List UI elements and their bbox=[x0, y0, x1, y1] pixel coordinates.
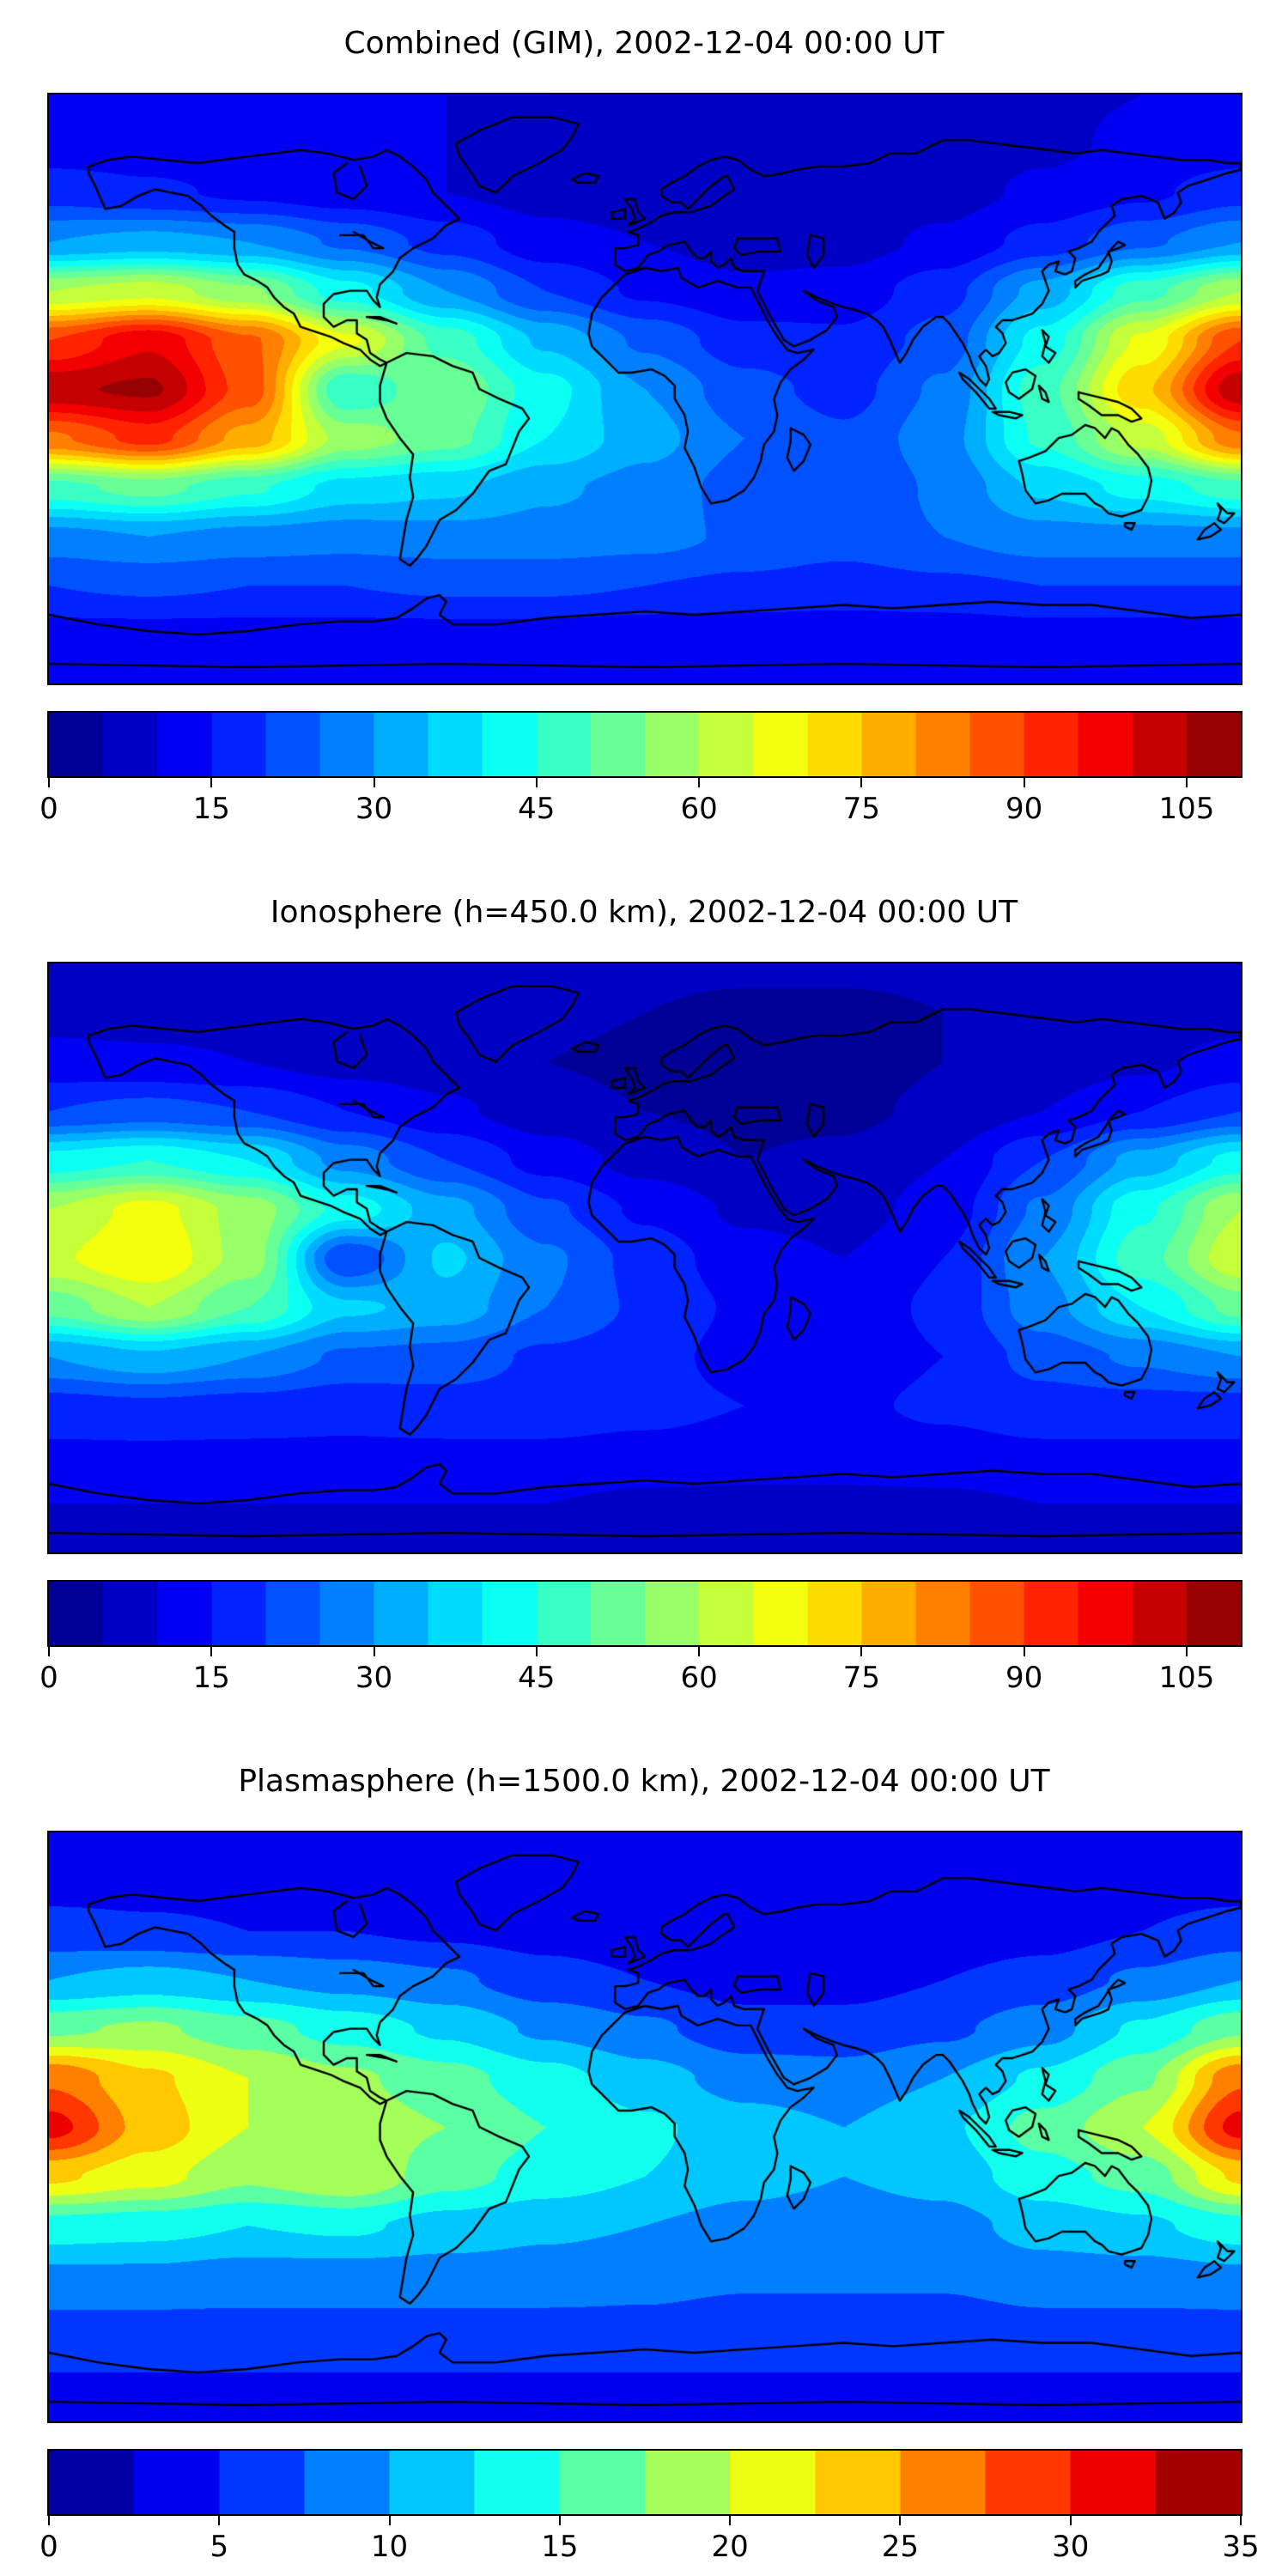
colorbar-tick-label: 30 bbox=[1052, 2530, 1090, 2564]
colorbar-tickmark bbox=[48, 778, 50, 787]
colorbar-tick-label: 60 bbox=[680, 1661, 718, 1695]
colorbar-tickmark bbox=[48, 2516, 50, 2525]
panel-plasmasphere: Plasmasphere (h=1500.0 km), 2002-12-04 0… bbox=[0, 1762, 1288, 2576]
colorbar-tickmark bbox=[1069, 2516, 1072, 2525]
colorbar-tickmark bbox=[698, 778, 701, 787]
colorbar-tick-label: 105 bbox=[1158, 1661, 1215, 1695]
map-canvas-combined bbox=[49, 94, 1241, 683]
colorbar-tick-label: 10 bbox=[370, 2530, 409, 2564]
panel-combined: Combined (GIM), 2002-12-04 00:00 UT 0 15 3… bbox=[0, 24, 1288, 848]
colorbar-ticklabels-plasmasphere: 0 5 10 15 20 25 30 35 bbox=[39, 2530, 1259, 2567]
colorbar-tick-label: 0 bbox=[39, 2530, 58, 2564]
colorbar-tickmark bbox=[48, 1647, 50, 1656]
colorbar-tickmark bbox=[210, 1647, 213, 1656]
map-canvas-plasmasphere bbox=[49, 1832, 1241, 2421]
colorbar-tick-label: 30 bbox=[355, 1661, 393, 1695]
map-ionosphere bbox=[47, 962, 1242, 1554]
colorbar-tickmark bbox=[218, 2516, 221, 2525]
colorbar-tickmark bbox=[899, 2516, 902, 2525]
colorbar-tick-label: 75 bbox=[842, 792, 880, 826]
map-plasmasphere bbox=[47, 1831, 1242, 2423]
colorbar-tick-label: 25 bbox=[881, 2530, 920, 2564]
colorbar-tickmarks-combined bbox=[48, 778, 1241, 788]
colorbar-plasmasphere bbox=[47, 2449, 1242, 2516]
colorbar-tickmark bbox=[1185, 778, 1188, 787]
colorbar-tick-label: 35 bbox=[1222, 2530, 1260, 2564]
colorbar-tickmark bbox=[535, 1647, 538, 1656]
colorbar-tick-label: 75 bbox=[842, 1661, 880, 1695]
panel-title-ionosphere: Ionosphere (h=450.0 km), 2002-12-04 00:0… bbox=[270, 895, 1018, 930]
colorbar-ticklabels-combined: 0 15 30 45 60 75 90 105 bbox=[39, 792, 1241, 829]
colorbar-tick-label: 20 bbox=[711, 2530, 749, 2564]
colorbar-tick-label: 15 bbox=[192, 1661, 230, 1695]
colorbar-tickmark bbox=[729, 2516, 732, 2525]
colorbar-tickmark bbox=[1023, 778, 1025, 787]
colorbar-tickmarks-ionosphere bbox=[48, 1647, 1241, 1657]
colorbar-tick-label: 30 bbox=[355, 792, 393, 826]
colorbar-tick-label: 15 bbox=[541, 2530, 579, 2564]
colorbar-combined bbox=[47, 711, 1242, 778]
panel-title-combined: Combined (GIM), 2002-12-04 00:00 UT bbox=[343, 26, 945, 61]
colorbar-tick-label: 45 bbox=[518, 792, 556, 826]
colorbar-tick-label: 60 bbox=[680, 792, 718, 826]
map-combined bbox=[47, 93, 1242, 685]
colorbar-tickmark bbox=[1185, 1647, 1188, 1656]
colorbar-tickmark bbox=[1240, 2516, 1242, 2525]
colorbar-tickmarks-plasmasphere bbox=[48, 2516, 1242, 2526]
colorbar-canvas-ionosphere bbox=[49, 1582, 1241, 1645]
colorbar-tickmark bbox=[210, 778, 213, 787]
colorbar-ticklabels-ionosphere: 0 15 30 45 60 75 90 105 bbox=[39, 1661, 1241, 1698]
colorbar-tick-label: 90 bbox=[1005, 792, 1043, 826]
colorbar-tickmark bbox=[860, 778, 863, 787]
colorbar-ionosphere bbox=[47, 1580, 1242, 1647]
colorbar-tickmark bbox=[535, 778, 538, 787]
colorbar-tickmark bbox=[373, 1647, 375, 1656]
colorbar-tick-label: 15 bbox=[192, 792, 230, 826]
panel-ionosphere: Ionosphere (h=450.0 km), 2002-12-04 00:0… bbox=[0, 893, 1288, 1717]
colorbar-tickmark bbox=[698, 1647, 701, 1656]
colorbar-tickmark bbox=[558, 2516, 561, 2525]
colorbar-tick-label: 5 bbox=[210, 2530, 229, 2564]
colorbar-tick-label: 0 bbox=[39, 1661, 58, 1695]
colorbar-tick-label: 45 bbox=[518, 1661, 556, 1695]
panel-title-plasmasphere: Plasmasphere (h=1500.0 km), 2002-12-04 0… bbox=[238, 1764, 1050, 1799]
colorbar-tick-label: 0 bbox=[39, 792, 58, 826]
colorbar-tickmark bbox=[388, 2516, 391, 2525]
colorbar-tick-label: 105 bbox=[1158, 792, 1215, 826]
map-canvas-ionosphere bbox=[49, 963, 1241, 1552]
colorbar-tickmark bbox=[1023, 1647, 1025, 1656]
colorbar-tick-label: 90 bbox=[1005, 1661, 1043, 1695]
colorbar-tickmark bbox=[860, 1647, 863, 1656]
colorbar-canvas-combined bbox=[49, 713, 1241, 776]
colorbar-canvas-plasmasphere bbox=[49, 2451, 1241, 2514]
colorbar-tickmark bbox=[373, 778, 375, 787]
